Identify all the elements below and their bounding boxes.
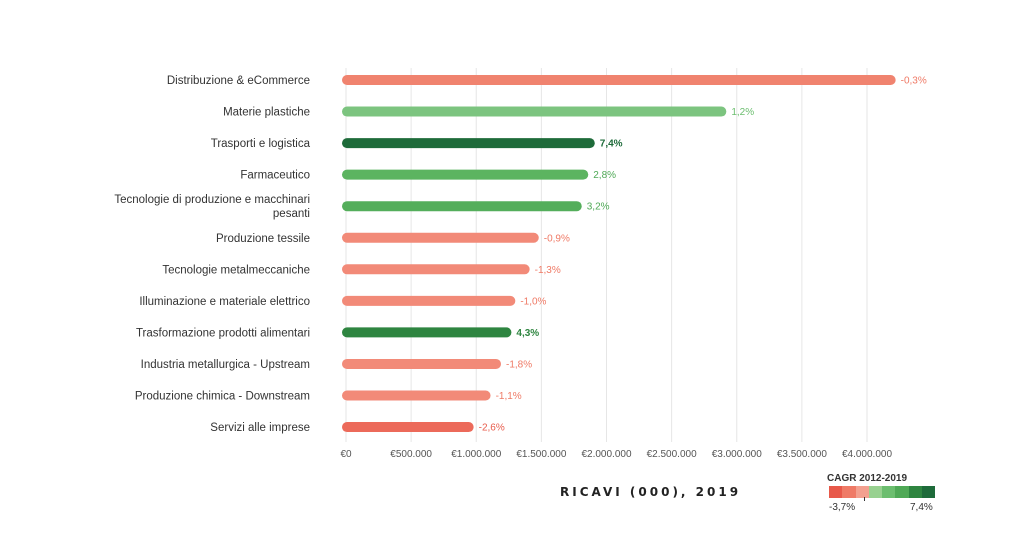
legend-color-step xyxy=(842,486,856,498)
bar xyxy=(342,232,539,243)
category-label: Tecnologie di produzione e macchinari pes… xyxy=(114,194,310,220)
bar xyxy=(342,390,491,401)
category-label: Materie plastiche xyxy=(223,107,310,119)
legend-color-step xyxy=(882,486,896,498)
category-label-line: Farmaceutico xyxy=(240,170,310,182)
legend-color-scale xyxy=(829,486,935,498)
x-tick-label: €2.500.000 xyxy=(647,449,697,460)
legend-max-label: 7,4% xyxy=(910,502,933,513)
x-tick-label: €3.000.000 xyxy=(712,449,762,460)
legend-color-step xyxy=(895,486,909,498)
category-label-line: Distribuzione & eCommerce xyxy=(167,75,310,87)
category-label: Produzione tessile xyxy=(216,233,310,245)
bar xyxy=(342,295,516,306)
category-label: Produzione chimica - Downstream xyxy=(135,391,310,403)
x-tick-label: €500.000 xyxy=(390,449,432,460)
legend-title: CAGR 2012-2019 xyxy=(827,473,908,484)
category-label: Servizi alle imprese xyxy=(210,422,310,434)
bar xyxy=(342,138,595,149)
legend-color-step xyxy=(855,486,869,498)
category-label: Farmaceutico xyxy=(240,170,310,182)
category-label-line: Tecnologie di produzione e macchinari xyxy=(114,194,310,206)
category-label-line: Industria metallurgica - Upstream xyxy=(141,359,310,371)
category-label: Industria metallurgica - Upstream xyxy=(141,359,310,371)
category-label-line: pesanti xyxy=(273,208,310,220)
legend-min-label: -3,7% xyxy=(829,502,856,513)
x-tick-label: €3.500.000 xyxy=(777,449,827,460)
legend-color-step xyxy=(908,486,922,498)
x-axis-ticks: €0 €500.000 €1.000.000 €1.500.000 €2.000.000… xyxy=(340,449,892,460)
gridlines xyxy=(345,68,868,442)
value-label: 7,4% xyxy=(600,139,623,150)
bar xyxy=(342,327,512,338)
category-label-line: Illuminazione e materiale elettrico xyxy=(139,296,310,308)
value-label: -1,1% xyxy=(496,391,522,402)
category-label-line: Produzione chimica - Downstream xyxy=(135,391,310,403)
category-label-line: Servizi alle imprese xyxy=(210,422,310,434)
bar xyxy=(342,358,501,369)
category-label-line: Trasformazione prodotti alimentari xyxy=(136,327,310,339)
value-label: -1,0% xyxy=(520,296,546,307)
legend-zero-tick xyxy=(864,497,865,501)
value-label: -0,9% xyxy=(544,233,570,244)
x-tick-label: €1.500.000 xyxy=(516,449,566,460)
x-tick-label: €0 xyxy=(340,449,352,460)
bar xyxy=(342,169,589,180)
x-tick-label: €4.000.000 xyxy=(842,449,892,460)
value-label: -1,8% xyxy=(506,359,532,370)
value-label: -1,3% xyxy=(535,265,561,276)
bar xyxy=(342,422,474,433)
value-labels: -0,3% 1,2% 7,4% 2,8% 3,2% -0,9% -1,3% -1,0% 4,3%… xyxy=(479,76,927,434)
category-label-line: Trasporti e logistica xyxy=(211,138,311,150)
legend-color-step xyxy=(921,486,935,498)
category-label: Trasporti e logistica xyxy=(211,138,311,150)
category-label-line: Tecnologie metalmeccaniche xyxy=(162,264,310,276)
bar xyxy=(342,75,896,85)
category-label: Tecnologie metalmeccaniche xyxy=(162,264,310,276)
category-label-line: Materie plastiche xyxy=(223,107,310,119)
value-label: 4,3% xyxy=(516,328,539,339)
value-label: 3,2% xyxy=(587,202,610,213)
category-labels: Distribuzione & eCommerce Materie plastic… xyxy=(114,75,310,434)
category-label: Trasformazione prodotti alimentari xyxy=(136,327,310,339)
value-label: 2,8% xyxy=(593,170,616,181)
x-axis-title: RICAVI (000), 2019 xyxy=(560,485,742,499)
bar xyxy=(342,106,727,117)
x-tick-label: €2.000.000 xyxy=(581,449,631,460)
category-label: Illuminazione e materiale elettrico xyxy=(139,296,310,308)
category-label-line: Produzione tessile xyxy=(216,233,310,245)
value-label: -0,3% xyxy=(901,76,927,87)
x-tick-label: €1.000.000 xyxy=(451,449,501,460)
legend-color-step xyxy=(829,486,843,498)
value-label: -2,6% xyxy=(479,423,505,434)
bar xyxy=(342,201,582,212)
legend-color-step xyxy=(868,486,882,498)
value-label: 1,2% xyxy=(731,107,754,118)
bars xyxy=(342,75,896,433)
category-label: Distribuzione & eCommerce xyxy=(167,75,310,87)
bar xyxy=(342,264,530,275)
